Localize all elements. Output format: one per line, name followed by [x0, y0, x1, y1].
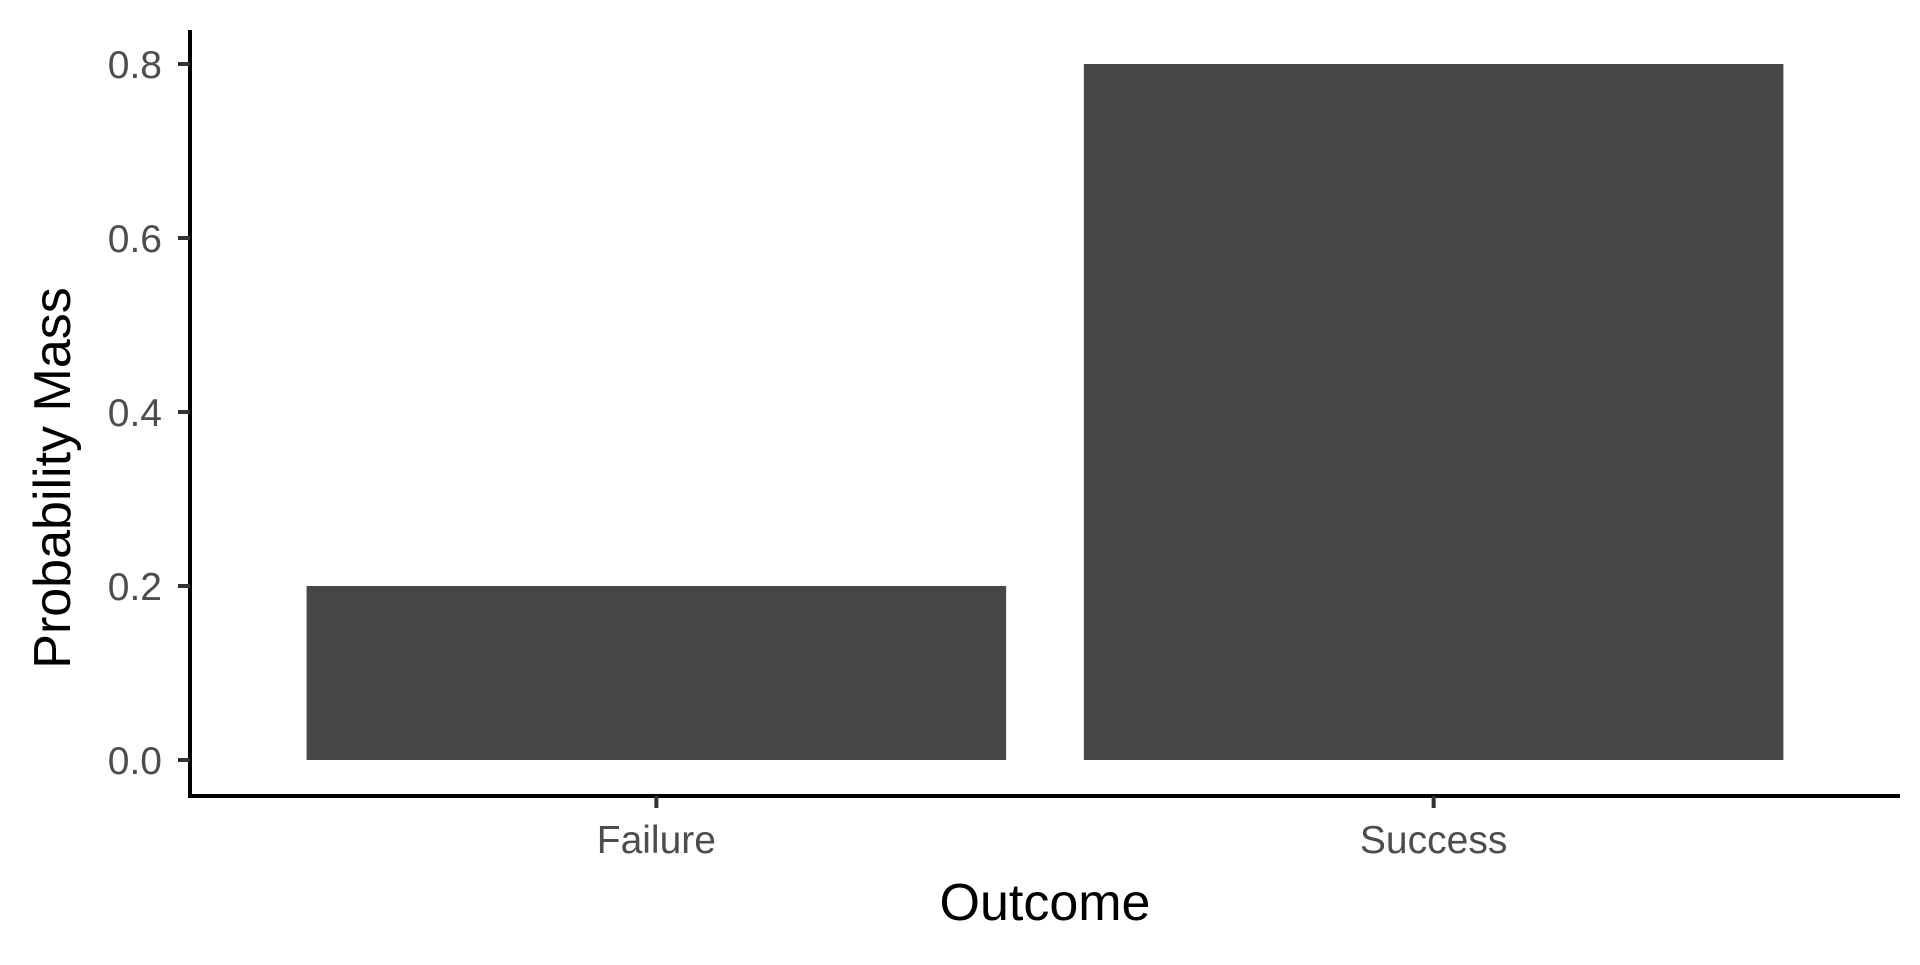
bar-success: [1083, 64, 1784, 760]
x-axis-title: Outcome: [940, 874, 1151, 932]
y-tick-label: 0.0: [108, 740, 162, 783]
y-ticks: 0.0 0.2 0.4 0.6 0.8: [108, 44, 190, 783]
x-tick-label: Failure: [597, 819, 716, 862]
bar-failure: [306, 586, 1007, 760]
x-tick-label: Success: [1360, 819, 1507, 862]
x-ticks: Failure Success: [597, 796, 1507, 862]
y-tick-label: 0.8: [108, 44, 162, 87]
y-tick-label: 0.2: [108, 566, 162, 609]
y-axis-title: Probability Mass: [24, 287, 82, 668]
y-tick-label: 0.6: [108, 218, 162, 261]
y-tick-label: 0.4: [108, 392, 162, 435]
bars-layer: [306, 64, 1784, 760]
